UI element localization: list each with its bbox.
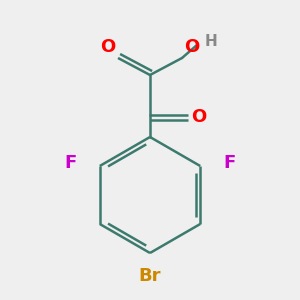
Text: F: F <box>65 154 77 172</box>
Text: O: O <box>184 38 199 56</box>
Text: F: F <box>223 154 235 172</box>
Text: O: O <box>100 38 115 56</box>
Text: H: H <box>205 34 218 50</box>
Text: O: O <box>191 108 206 126</box>
Text: Br: Br <box>139 267 161 285</box>
